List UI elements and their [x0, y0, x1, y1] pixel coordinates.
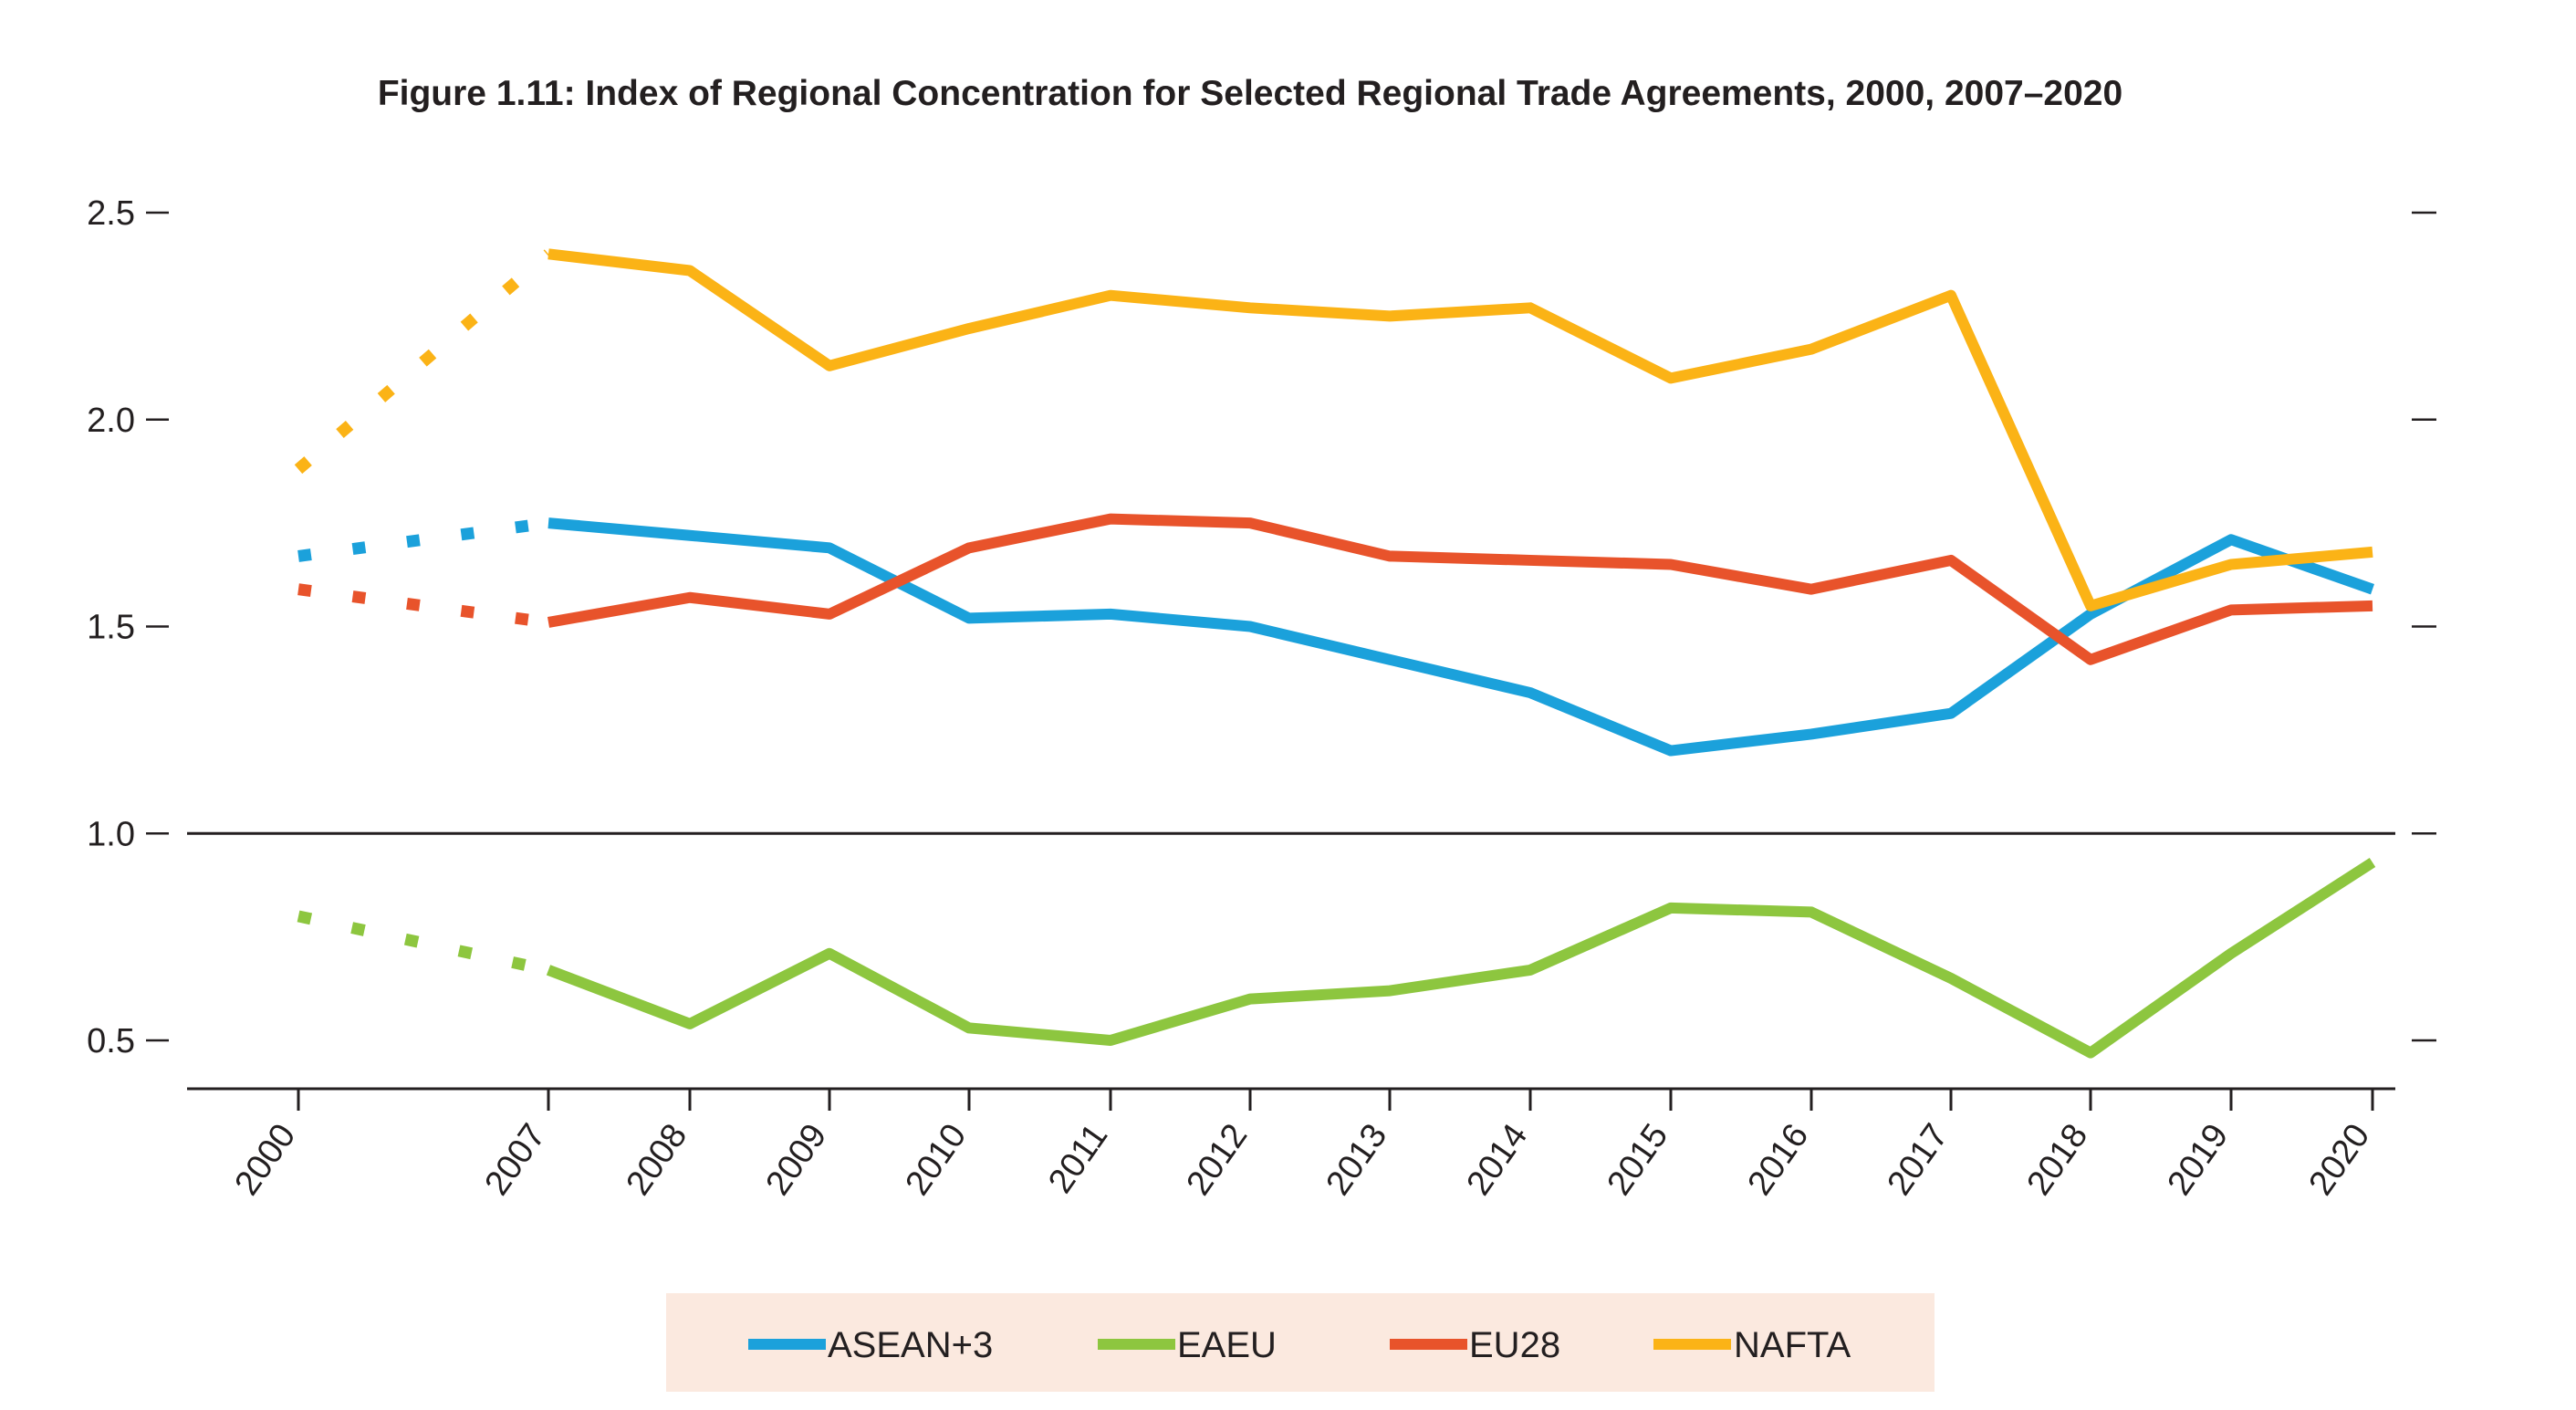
series-gap-segment: [297, 583, 549, 629]
y-tick-label: 1.5: [87, 609, 135, 647]
x-tick-label: 2019: [2160, 1117, 2236, 1202]
series-gap-segment: [294, 249, 553, 475]
series-line: [548, 517, 2374, 757]
legend-item: NAFTA: [1653, 1325, 1851, 1365]
legend-item: EAEU: [1098, 1325, 1277, 1365]
series-gap-segment: [297, 910, 550, 977]
x-tick-label: 2000: [227, 1117, 303, 1202]
x-tick-label: 2017: [1880, 1117, 1955, 1202]
x-tick-label: 2014: [1459, 1117, 1535, 1202]
chart-title: Figure 1.11: Index of Regional Concentra…: [378, 74, 2122, 113]
series-asean-3: [297, 517, 2374, 757]
y-tick-label: 1.0: [87, 815, 135, 853]
x-tick-label: 2013: [1319, 1117, 1394, 1202]
legend-label: ASEAN+3: [828, 1325, 993, 1365]
x-tick-label: 2016: [1740, 1117, 1816, 1202]
legend: ASEAN+3 EAEU EU28 NAFTA: [666, 1293, 1935, 1392]
x-tick-label: 2012: [1179, 1117, 1255, 1202]
y-tick-label: 2.0: [87, 402, 135, 440]
x-tick-label: 2011: [1041, 1117, 1115, 1200]
series-line: [548, 248, 2373, 611]
series-eaeu: [297, 857, 2376, 1059]
legend-item: ASEAN+3: [748, 1325, 993, 1365]
x-tick-label: 2008: [619, 1117, 694, 1202]
series-line: [547, 513, 2373, 665]
x-tick-label: 2020: [2301, 1117, 2377, 1202]
legend-label: EAEU: [1177, 1325, 1277, 1365]
series-gap-segment: [297, 517, 549, 562]
legend-label: NAFTA: [1734, 1325, 1851, 1365]
x-tick-label: 2010: [898, 1117, 974, 1202]
y-tick-label: 2.5: [87, 194, 135, 233]
series-nafta: [294, 248, 2373, 611]
series-layer: [294, 248, 2376, 1059]
x-tick-label: 2018: [2019, 1117, 2095, 1202]
x-tick-label: 2015: [1600, 1117, 1675, 1202]
legend-item: EU28: [1390, 1325, 1560, 1365]
series-eu28: [297, 513, 2373, 665]
y-tick-label: 0.5: [87, 1022, 135, 1060]
legend-label: EU28: [1469, 1325, 1560, 1365]
x-tick-label: 2007: [477, 1117, 553, 1202]
x-tick-label: 2009: [758, 1117, 834, 1202]
series-line: [546, 857, 2376, 1059]
